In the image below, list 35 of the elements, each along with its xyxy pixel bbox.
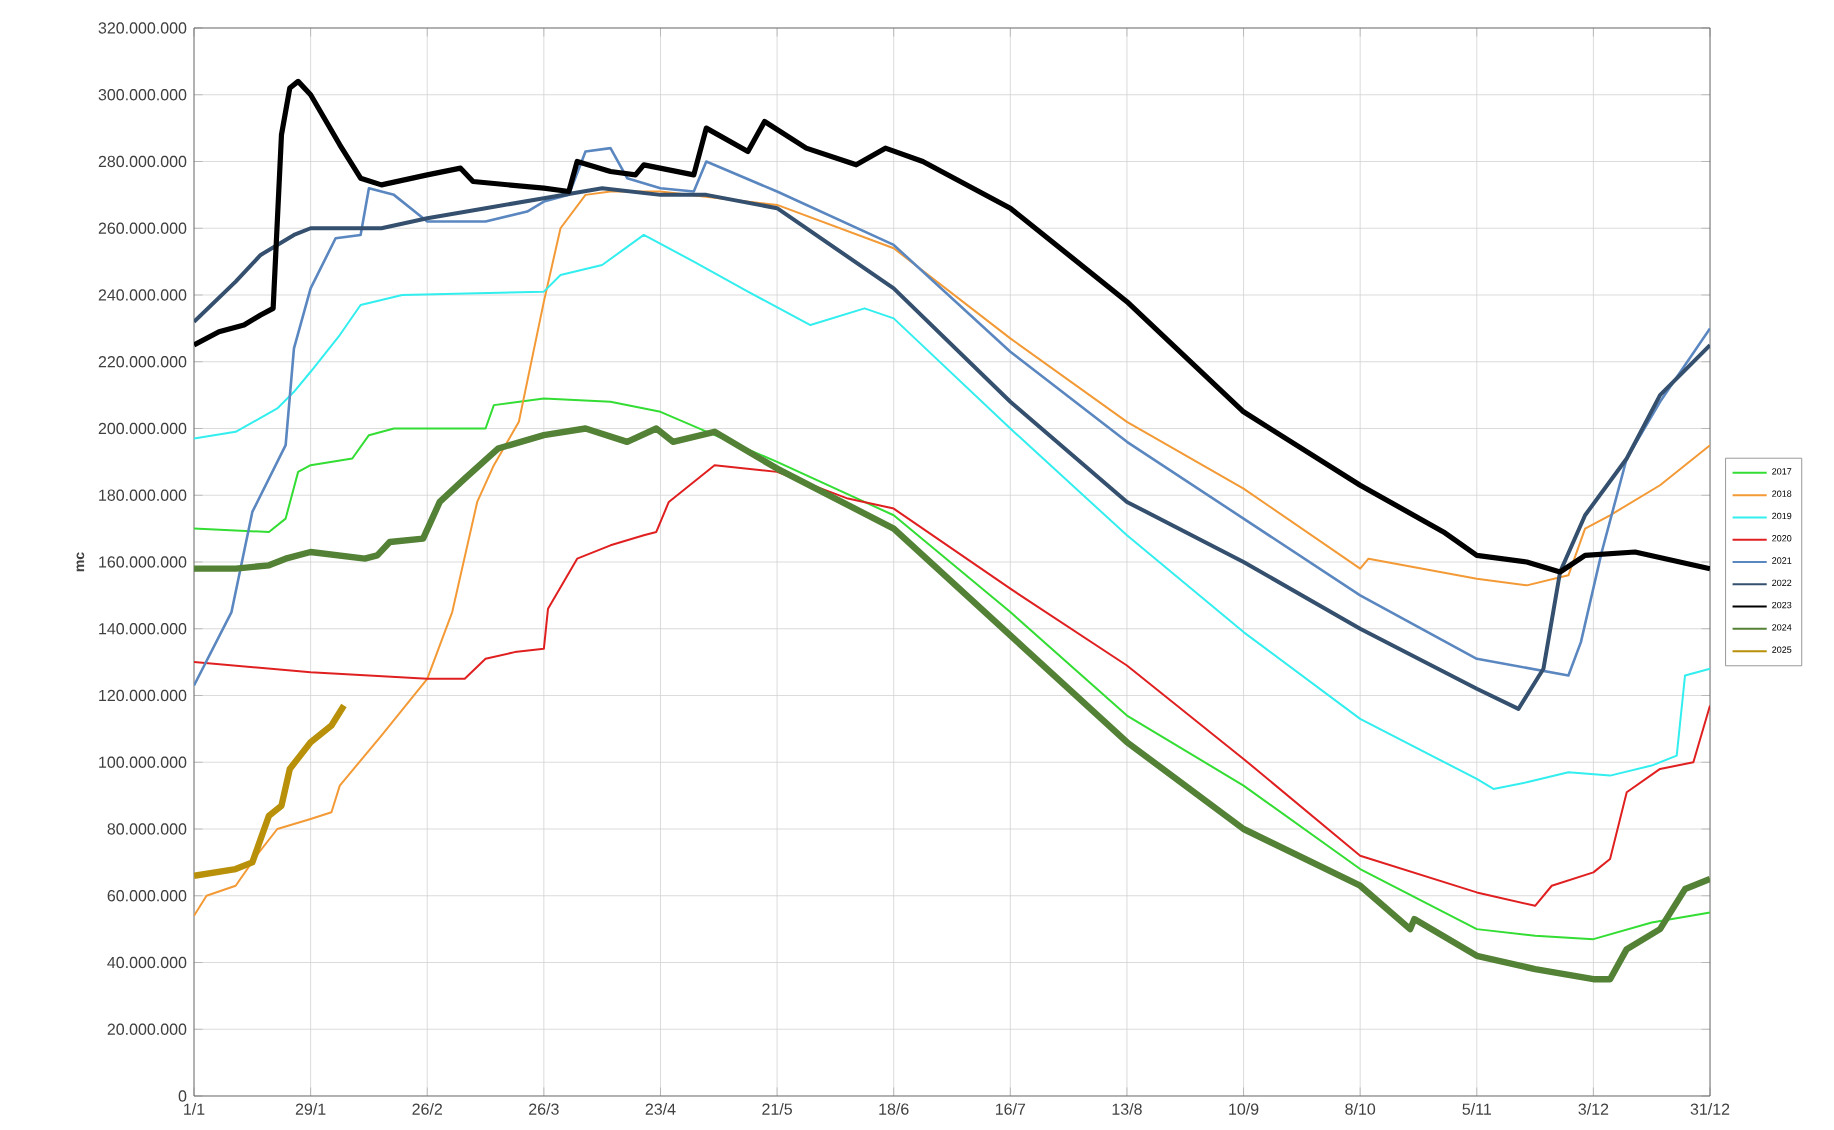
y-tick-label: 260.000.000	[98, 222, 187, 234]
y-tick-label: 300.000.000	[98, 89, 187, 101]
line-series	[194, 78, 1711, 575]
x-tick-label: 3/12	[1578, 1103, 1609, 1115]
y-tick-label: 120.000.000	[99, 689, 187, 702]
line-series	[194, 702, 348, 879]
x-tick-label: 21/5	[762, 1103, 792, 1115]
x-tick-label: 23/4	[645, 1103, 676, 1115]
x-tick-label: 8/10	[1345, 1103, 1376, 1115]
x-tick-label: 1/1	[184, 1103, 205, 1115]
x-tick-label: 26/2	[412, 1103, 442, 1115]
y-tick-label: 80.000.000	[107, 823, 187, 835]
x-tick-label: 13/8	[1112, 1103, 1142, 1115]
x-tick-label: 5/11	[1462, 1103, 1491, 1115]
y-tick-label: 100.000.000	[99, 756, 187, 768]
y-tick-label: 240.000.000	[98, 289, 187, 301]
y-tick-label: 280.000.000	[98, 155, 187, 168]
y-tick-label: 140.000.000	[99, 623, 187, 635]
y-tick-label: 60.000.000	[107, 890, 187, 902]
y-tick-label: 220.000.000	[98, 356, 187, 368]
y-tick-label: 160.000.000	[99, 556, 187, 568]
x-tick-label: 16/7	[995, 1103, 1026, 1115]
x-tick-label: 18/6	[879, 1103, 909, 1115]
x-tick-label: 29/1	[295, 1103, 326, 1115]
x-tick-label: 10/9	[1229, 1103, 1259, 1115]
y-tick-label: 320.000.000	[98, 22, 187, 34]
y-tick-label: 40.000.000	[107, 956, 187, 969]
line-series	[194, 190, 1711, 917]
line-series	[194, 233, 1711, 790]
x-tick-label: 31/12	[1690, 1103, 1730, 1115]
y-tick-label: 20.000.000	[107, 1023, 187, 1035]
y-tick-label: 0	[178, 1090, 187, 1102]
x-tick-label: 26/3	[529, 1103, 559, 1115]
y-tick-label: 200.000.000	[98, 422, 187, 435]
y-tick-label: 180.000.000	[99, 489, 187, 501]
